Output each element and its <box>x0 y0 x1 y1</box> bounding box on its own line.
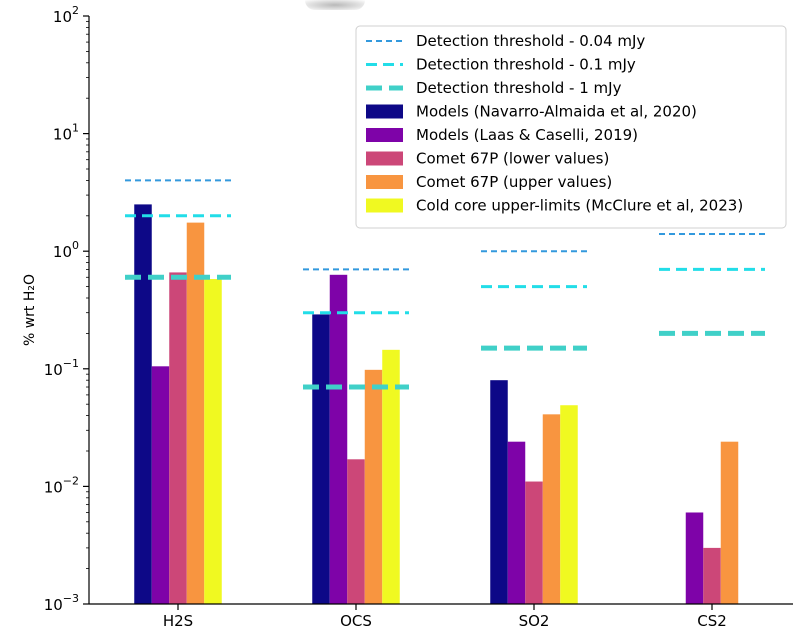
bar <box>560 405 578 604</box>
bar <box>720 441 739 604</box>
legend-swatch <box>366 151 403 166</box>
bar <box>507 441 526 604</box>
legend-label: Models (Laas & Caselli, 2019) <box>416 126 638 144</box>
legend-label: Comet 67P (upper values) <box>416 173 612 191</box>
legend-swatch <box>366 198 403 213</box>
bar <box>703 547 721 604</box>
bar <box>169 272 187 604</box>
y-tick-label: 100 <box>53 239 79 261</box>
legend-swatch <box>366 128 403 142</box>
legend-swatch <box>366 104 403 119</box>
legend-label: Detection threshold - 1 mJy <box>416 79 622 97</box>
legend-box <box>355 25 787 229</box>
bar <box>525 481 543 604</box>
y-tick-label: 101 <box>53 122 79 144</box>
legend: Detection threshold - 0.04 mJy Detection … <box>355 25 787 229</box>
bar <box>204 279 222 604</box>
x-tick-label: SO2 <box>519 612 550 629</box>
threshold-layer <box>125 179 765 390</box>
legend-label: Cold core upper-limits (McClure et al, 2… <box>416 197 743 215</box>
legend-label: Detection threshold - 0.04 mJy <box>416 32 645 50</box>
bar <box>312 314 330 604</box>
bar <box>134 204 152 604</box>
axes-layer <box>88 16 793 605</box>
bar <box>542 414 561 604</box>
bar <box>382 349 400 604</box>
legend-label: Comet 67P (lower values) <box>416 150 609 168</box>
x-tick-label: CS2 <box>697 612 727 629</box>
y-tick-label: 102 <box>53 4 79 26</box>
y-tick-label: 10−2 <box>44 474 79 496</box>
bar <box>329 274 348 604</box>
bar <box>347 459 365 604</box>
y-tick-label: 10−3 <box>44 592 79 614</box>
bars-layer <box>134 204 739 605</box>
bar <box>685 512 704 604</box>
y-tick-label: 10−1 <box>44 357 79 379</box>
bar <box>186 222 205 605</box>
bar <box>364 369 383 604</box>
decorative-blob <box>305 0 365 10</box>
legend-swatch <box>366 175 403 189</box>
legend-label: Detection threshold - 0.1 mJy <box>416 56 636 74</box>
ticks-layer: 10−3 10−2 10−1 100 101 102 H2S OCS SO2 CS2 <box>44 4 727 629</box>
legend-label: Models (Navarro-Almaida et al, 2020) <box>416 103 697 121</box>
x-tick-label: OCS <box>340 612 372 629</box>
y-axis-label: % wrt H₂O <box>22 274 38 346</box>
bar <box>490 380 508 604</box>
x-tick-label: H2S <box>163 612 193 629</box>
bar <box>151 366 170 604</box>
